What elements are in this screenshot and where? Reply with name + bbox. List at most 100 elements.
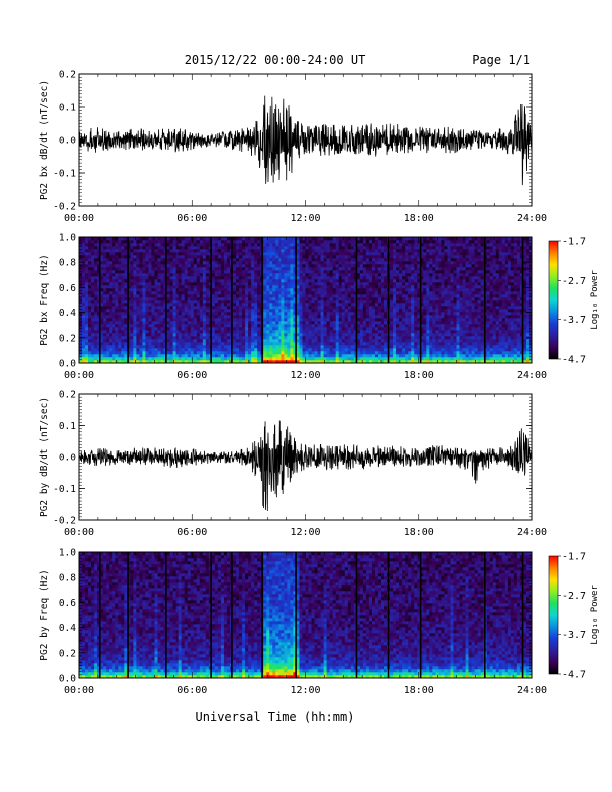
spectrogram-cell (365, 348, 370, 352)
spectrogram-cell (299, 360, 303, 363)
spectrogram-cell (145, 264, 149, 268)
spectrogram-cell (103, 297, 107, 301)
spectrogram-cell (402, 306, 406, 310)
spectrogram-cell (402, 324, 406, 328)
spectrogram-cell (399, 345, 403, 349)
spectrogram-cell (187, 270, 192, 274)
spectrogram-cell (275, 264, 279, 268)
spectrogram-cell (103, 294, 107, 298)
spectrogram-cell (317, 312, 321, 316)
spectrogram-cell (184, 333, 189, 337)
spectrogram-cell (314, 339, 318, 343)
spectrogram-cell (100, 315, 104, 319)
spectrogram-cell (97, 279, 101, 283)
spectrogram-cell (196, 309, 201, 313)
spectrogram-cell (127, 285, 131, 289)
spectrogram-cell (136, 321, 140, 325)
spectrogram-cell (284, 333, 288, 337)
spectrogram-cell (335, 306, 340, 310)
spectrogram-cell (202, 327, 207, 331)
spectrogram-cell (326, 327, 330, 331)
spectrogram-cell (359, 357, 364, 361)
spectrogram-cell (359, 303, 364, 307)
spectrogram-cell (245, 240, 249, 244)
spectrogram-cell (181, 333, 185, 337)
spectrogram-cell (323, 303, 327, 307)
spectrogram-cell (160, 279, 164, 283)
spectrogram-cell (248, 339, 252, 343)
spectrogram-cell (290, 261, 294, 265)
spectrogram-cell (423, 324, 427, 328)
spectrogram-cell (133, 246, 137, 250)
spectrogram-cell (97, 255, 101, 259)
spectrogram-cell (320, 309, 324, 313)
spectrogram-cell (399, 336, 403, 340)
spectrogram-cell (100, 342, 104, 346)
spectrogram-cell (106, 249, 110, 253)
trace-group (79, 95, 532, 186)
spectrogram-cell (365, 243, 370, 247)
spectrogram-cell (169, 252, 173, 256)
spectrogram-cell (365, 288, 370, 292)
spectrogram-cell (362, 243, 367, 247)
spectrogram-cell (251, 324, 255, 328)
spectrogram-cell (338, 258, 343, 262)
spectrogram-cell (172, 309, 176, 313)
spectrogram-cell (118, 276, 122, 280)
spectrogram-cell (187, 249, 192, 253)
spectrogram-cell (202, 282, 207, 286)
spectrogram-cell (344, 321, 349, 325)
spectrogram-cell (112, 321, 116, 325)
spectrogram-cell (233, 252, 237, 256)
spectrogram-cell (396, 279, 400, 283)
spectrogram-cell (408, 267, 412, 271)
spectrogram-cell (293, 240, 297, 244)
spectrogram-cell (157, 327, 161, 331)
spectrogram-cell (393, 246, 397, 250)
spectrogram-cell (236, 300, 240, 304)
spectrogram-cell (166, 243, 170, 247)
spectrogram-cell (118, 330, 122, 334)
spectrogram-cell (248, 264, 252, 268)
spectrogram-cell (335, 288, 340, 292)
spectrogram-cell (211, 306, 216, 310)
spectrogram-cell (314, 324, 318, 328)
spectrogram-cell (275, 342, 279, 346)
spectrogram-cell (115, 315, 119, 319)
spectrogram-cell (417, 309, 421, 313)
spectrogram-cell (374, 282, 379, 286)
spectrogram-cell (377, 258, 382, 262)
spectrogram-cell (362, 258, 367, 262)
spectrogram-cell (88, 291, 92, 295)
spectrogram-cell (121, 276, 125, 280)
spectrogram-cell (148, 327, 152, 331)
spectrogram-cell (205, 255, 210, 259)
spectrogram-cell (308, 237, 312, 241)
spectrogram-cell (109, 285, 113, 289)
spectrogram-cell (356, 297, 361, 301)
spectrogram-cell (302, 243, 306, 247)
spectrogram-cell (414, 324, 418, 328)
spectrogram-cell (193, 303, 198, 307)
spectrogram-cell (190, 288, 195, 292)
spectrogram-cell (326, 255, 330, 259)
spectrogram-cell (205, 258, 210, 262)
spectrogram-cell (350, 267, 355, 271)
spectrogram-cell (236, 327, 240, 331)
spectrogram-cell (287, 240, 291, 244)
spectrogram-cell (293, 282, 297, 286)
spectrogram-cell (281, 333, 285, 337)
spectrogram-cell (205, 327, 210, 331)
spectrogram-cell (181, 288, 185, 292)
spectrogram-cell (399, 342, 403, 346)
spectrogram-cell (296, 327, 300, 331)
spectrogram-cell (374, 291, 379, 295)
spectrogram-cell (100, 351, 104, 355)
spectrogram-cell (106, 333, 110, 337)
spectrogram-cell (245, 246, 249, 250)
spectrogram-cell (293, 294, 297, 298)
spectrogram-cell (139, 312, 143, 316)
spectrogram-cell (347, 321, 352, 325)
spectrogram-cell (226, 348, 231, 352)
spectrogram-cell (251, 279, 255, 283)
